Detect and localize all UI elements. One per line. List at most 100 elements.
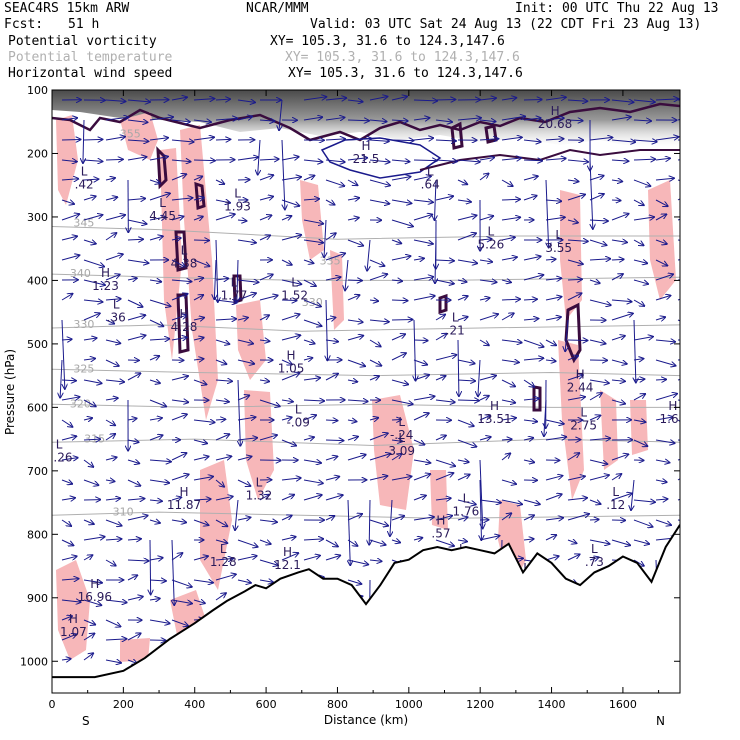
wind-arrow: [215, 360, 226, 364]
wind-arrow: [149, 280, 161, 282]
wind-arrow: [105, 380, 124, 382]
wind-arrow: [501, 340, 522, 343]
theta-contour-330: [52, 324, 680, 332]
wind-arrow: [105, 457, 117, 460]
extremum-type: H: [90, 577, 99, 591]
terrain-line: [52, 524, 680, 679]
wind-arrow: [457, 317, 468, 320]
wind-arrow: [281, 478, 301, 480]
wind-arrow: [589, 159, 593, 229]
wind-arrow: [237, 580, 251, 583]
wind-arrow: [633, 199, 644, 205]
wind-arrow: [83, 119, 84, 163]
theta-contour-345: [52, 226, 680, 240]
wind-arrow: [237, 438, 257, 440]
wind-arrow: [259, 380, 269, 381]
wind-arrow: [655, 499, 667, 500]
wind-arrow: [413, 160, 437, 161]
x-axis-label: Distance (km): [324, 713, 408, 727]
wind-arrow: [655, 340, 675, 342]
extremum-type: L: [398, 415, 405, 429]
wind-arrow: [523, 379, 534, 387]
field-wind-name: Horizontal wind speed: [8, 66, 173, 81]
wind-arrow: [303, 299, 321, 307]
wind-arrow: [523, 398, 539, 400]
wind-arrow: [479, 415, 490, 421]
wind-arrow: [171, 315, 186, 321]
extremum-value: .64: [421, 177, 440, 191]
wind-arrow: [237, 280, 258, 282]
wind-arrow: [413, 138, 433, 140]
wind-arrow: [567, 514, 589, 521]
wind-arrow: [369, 519, 388, 526]
wind-arrow: [171, 120, 190, 122]
wind-arrow: [655, 460, 669, 463]
wind-arrow: [326, 299, 328, 360]
extremum-value: 4.45: [149, 209, 176, 223]
wind-arrow: [523, 275, 543, 281]
extremum-type: L: [231, 275, 238, 289]
wind-arrow: [259, 295, 278, 301]
wind-arrow: [457, 160, 480, 162]
theta-contour-325: [52, 368, 680, 377]
wind-arrow: [391, 140, 414, 141]
wind-arrow: [325, 117, 344, 120]
wind-arrow: [149, 435, 162, 441]
wind-arrow: [611, 493, 632, 501]
extremum-value: .57: [431, 526, 450, 540]
y-axis-ticks: 100 200 300 400 500 600 700 800 900 1000: [20, 84, 680, 668]
wind-arrow: [171, 198, 192, 200]
wind-arrow: [501, 360, 519, 362]
wind-arrow: [457, 215, 476, 221]
wind-arrow: [457, 296, 468, 300]
wind-arrow: [149, 299, 170, 306]
wind-arrow: [279, 99, 282, 130]
wind-arrow: [149, 598, 160, 600]
wind-arrow: [413, 200, 433, 202]
wind-arrow: [237, 117, 252, 120]
wind-arrow: [259, 159, 279, 160]
wind-arrow: [567, 375, 583, 381]
wind-arrow: [567, 279, 582, 280]
extremum-type: H: [180, 485, 189, 499]
wind-arrow: [567, 100, 587, 101]
wind-arrow: [479, 239, 491, 240]
wind-arrow: [391, 476, 411, 481]
extremum-type: H: [287, 348, 296, 362]
wind-arrow: [435, 315, 445, 321]
wind-arrow: [633, 279, 648, 284]
wind-arrow: [193, 176, 202, 180]
wind-arrow: [259, 274, 273, 281]
wind-arrow: [235, 499, 239, 530]
wind-arrow: [367, 239, 370, 271]
wind-arrow: [457, 233, 476, 241]
extremum-type: H: [490, 399, 499, 413]
wind-arrow: [83, 313, 100, 321]
wind-arrow: [611, 117, 631, 120]
wind-arrow: [215, 139, 230, 140]
wind-arrow: [193, 440, 207, 443]
wind-arrow: [347, 559, 368, 565]
wind-arrow: [237, 240, 256, 243]
wind-arrow: [391, 280, 402, 281]
wind-arrow: [215, 99, 230, 100]
wind-arrow: [413, 496, 426, 501]
wind-arrow: [149, 117, 173, 120]
wind-arrow: [171, 579, 192, 587]
wind-arrow: [83, 418, 92, 420]
wind-arrow: [633, 120, 651, 121]
wind-arrow: [567, 240, 588, 241]
init-time: Init: 00 UTC Thu 22 Aug 13: [515, 1, 719, 16]
wind-arrow: [171, 280, 191, 282]
pv-shade-blob: [56, 560, 90, 660]
wind-arrow: [303, 219, 323, 224]
endpoint-left: S: [82, 714, 90, 728]
forecast-hour: 51 h: [68, 17, 100, 32]
extremum-value: .12: [606, 498, 625, 512]
wind-arrow: [347, 336, 363, 341]
wind-arrow: [655, 137, 678, 140]
wind-arrow: [655, 274, 673, 281]
wind-arrow: [127, 299, 143, 307]
wind-arrow: [523, 460, 534, 462]
wind-arrow: [281, 199, 299, 206]
